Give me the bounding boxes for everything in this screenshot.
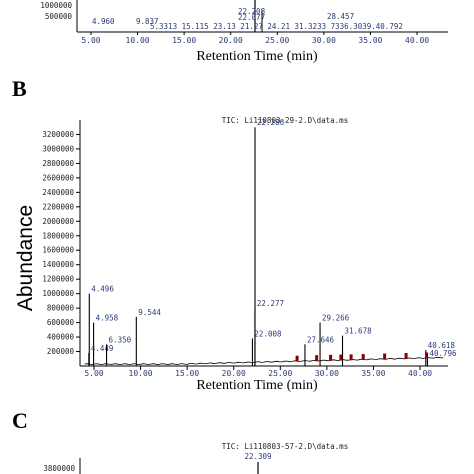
panel-b-y-tick-label: 600000	[47, 318, 75, 327]
panel-b-x-tick-label: 30.00	[315, 369, 339, 378]
panel-b-integration-marker	[315, 355, 319, 362]
panel-b-y-tick-label: 2000000	[42, 217, 74, 226]
panel-a-peak-label: 28.457	[327, 12, 354, 21]
panel-a-peak-label: 22.077	[238, 13, 265, 22]
panel-c-label: C	[12, 408, 28, 433]
panel-b-integration-marker	[339, 354, 343, 361]
panel-b-peak-label: 6.350	[109, 335, 132, 344]
panel-b-x-tick-label: 20.00	[222, 369, 246, 378]
panel-b-integration-marker	[404, 352, 408, 359]
panel-a-x-tick-label: 30.00	[312, 36, 336, 45]
panel-b-tic-title: TIC: Li110803-29-2.D\data.ms	[222, 116, 348, 125]
panel-a-x-axis-label: Retention Time (min)	[196, 49, 318, 64]
panel-b-label: B	[12, 76, 27, 101]
panel-b-peak-label: 31.678	[345, 327, 373, 336]
panel-a-x-tick-label: 20.00	[219, 36, 243, 45]
panel-a-peak-label: 9.837	[136, 17, 159, 26]
panel-b-peak-label: 4.449	[91, 344, 114, 353]
panel-b-peak-label: 22.286	[257, 118, 285, 127]
panel-c-y-tick-label: 3800000	[43, 464, 75, 473]
panel-a-x-tick-label: 5.00	[81, 36, 100, 45]
panel-b-integration-marker	[349, 354, 353, 361]
panel-b-y-tick-label: 3200000	[42, 130, 74, 139]
panel-b-integration-marker	[425, 352, 429, 359]
panel-a-peak-label: 4.960	[92, 17, 115, 26]
panel-b-y-tick-label: 1800000	[42, 231, 74, 240]
panel-a-x-tick-label: 25.00	[265, 36, 289, 45]
panel-b-x-tick-label: 35.00	[361, 369, 385, 378]
panel-c-peak-label: 22.309	[244, 452, 271, 461]
panel-b-peak-label: 22.277	[257, 299, 284, 308]
panel-b-peak-label: 4.958	[96, 314, 119, 323]
panel-b-y-tick-label: 2400000	[42, 188, 74, 197]
panel-b-integration-marker	[383, 353, 387, 360]
panel-b-x-tick-label: 10.00	[129, 369, 153, 378]
panel-b-y-tick-label: 400000	[47, 333, 75, 342]
panel-a-peak-run: 5.3313 15.115 23.13 21.27 24.21 31.3233 …	[150, 22, 403, 31]
panel-b-peak-label: 4.496	[91, 285, 114, 294]
panel-b-x-tick-label: 15.00	[175, 369, 199, 378]
panel-b-y-tick-label: 800000	[47, 304, 75, 313]
panel-b-x-tick-label: 40.00	[408, 369, 432, 378]
panel-b-peak-label: 27.646	[307, 335, 335, 344]
panel-b-y-tick-label: 2600000	[42, 173, 74, 182]
panel-b-x-tick-label: 25.00	[268, 369, 292, 378]
panel-b-peak-label: 40.618	[428, 341, 456, 350]
panel-b-baseline-trace	[84, 356, 444, 366]
panel-b-integration-marker	[329, 354, 333, 361]
panel-a: 1000000 500000 4.960 9.837 22.208 22.077…	[40, 0, 448, 64]
panel-b-x-axis-label: Retention Time (min)	[196, 378, 318, 393]
panel-b-y-tick-label: 1600000	[42, 246, 74, 255]
panel-b-peak-label: 29.266	[322, 314, 350, 323]
panel-a-peak-label: 22.208	[238, 7, 266, 16]
panel-b: 200000 400000 600000 800000 1000000 1200000 14…	[42, 118, 457, 378]
panel-b-y-tick-label: 2800000	[42, 159, 74, 168]
panel-b-y-tick-label: 1000000	[42, 289, 74, 298]
panel-a-x-tick-label: 35.00	[358, 36, 382, 45]
panel-b-y-tick-label: 3000000	[42, 144, 74, 153]
panel-b-peak-label: 9.544	[138, 308, 161, 317]
panel-b-peak-label: 22.008	[254, 330, 282, 339]
y-axis-label: Abundance	[14, 205, 37, 311]
panel-b-integration-marker	[361, 354, 365, 361]
panel-c-tic-title: TIC: Li110803-57-2.D\data.ms	[222, 442, 348, 451]
panel-b-integration-marker	[295, 355, 299, 362]
panel-a-y-tick-label: 1000000	[40, 1, 72, 10]
panel-b-y-tick-label: 200000	[47, 347, 75, 356]
panel-b-y-tick-label: 2200000	[42, 202, 74, 211]
panel-a-x-tick-label: 10.00	[126, 36, 150, 45]
panel-a-x-tick-label: 15.00	[172, 36, 196, 45]
panel-b-peak-label: 40.796	[429, 349, 457, 358]
panel-a-y-tick-label: 500000	[45, 12, 73, 21]
panel-b-x-tick-label: 5.00	[84, 369, 103, 378]
panel-a-x-tick-label: 40.00	[405, 36, 429, 45]
panel-b-y-tick-label: 1200000	[42, 275, 74, 284]
panel-b-y-tick-label: 1400000	[42, 260, 74, 269]
